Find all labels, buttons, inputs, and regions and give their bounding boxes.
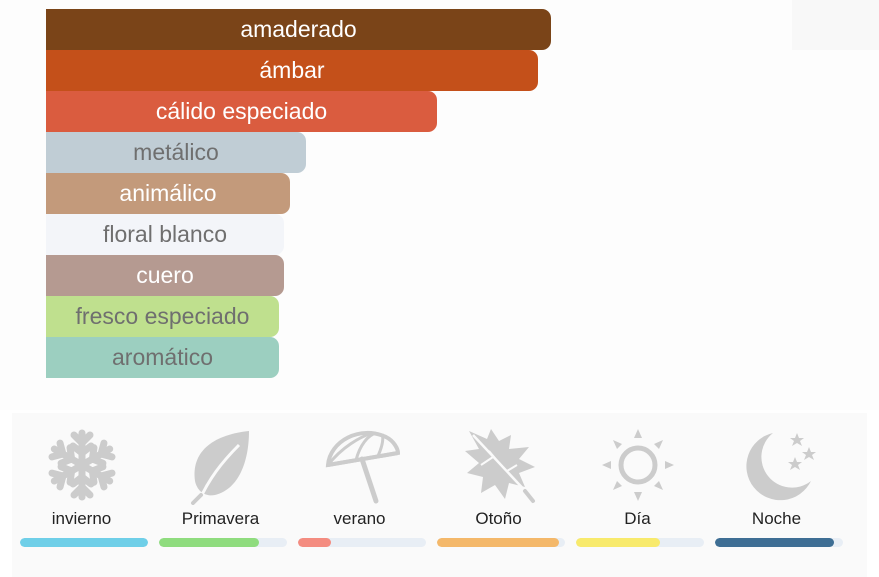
accords-chart: amaderado ámbar cálido especiado metálic… <box>46 0 879 378</box>
season-label: Otoño <box>475 509 522 528</box>
season-meter-track <box>159 538 287 547</box>
leaf-icon <box>151 425 290 505</box>
accord-bar-cuero[interactable]: cuero <box>46 255 284 296</box>
season-meter-fill <box>20 538 148 547</box>
season-label: Noche <box>751 509 802 528</box>
season-day[interactable]: Día <box>568 413 707 577</box>
accord-bar-aromatico[interactable]: aromático <box>46 337 279 378</box>
season-label: Primavera <box>181 509 260 528</box>
accord-bar-ambar[interactable]: ámbar <box>46 50 538 91</box>
season-meter-track <box>20 538 148 547</box>
snowflake-icon <box>12 425 151 505</box>
season-label: invierno <box>51 509 112 528</box>
season-meter-fill <box>715 538 835 547</box>
moon-stars-icon <box>707 425 846 505</box>
season-label: Día <box>624 509 651 528</box>
season-summer[interactable]: verano <box>290 413 429 577</box>
season-panel: invierno Primavera verano <box>12 413 867 577</box>
season-meter-track <box>298 538 426 547</box>
season-meter-fill <box>159 538 259 547</box>
corner-panel <box>792 0 879 50</box>
season-meter-track <box>576 538 704 547</box>
accord-bar-animalico[interactable]: animálico <box>46 173 290 214</box>
season-meter-fill <box>437 538 559 547</box>
season-spring[interactable]: Primavera <box>151 413 290 577</box>
season-winter[interactable]: invierno <box>12 413 151 577</box>
accord-bar-calido-especiado[interactable]: cálido especiado <box>46 91 437 132</box>
season-night[interactable]: Noche <box>707 413 846 577</box>
season-meter-fill <box>298 538 332 547</box>
umbrella-icon <box>290 425 429 505</box>
season-meter-track <box>437 538 565 547</box>
accord-bar-amaderado[interactable]: amaderado <box>46 9 551 50</box>
season-label: verano <box>333 509 386 528</box>
sun-icon <box>568 425 707 505</box>
season-meter-track <box>715 538 843 547</box>
accord-bar-metalico[interactable]: metálico <box>46 132 306 173</box>
accord-bar-floral-blanco[interactable]: floral blanco <box>46 214 284 255</box>
season-autumn[interactable]: Otoño <box>429 413 568 577</box>
accord-bar-fresco-especiado[interactable]: fresco especiado <box>46 296 279 337</box>
maple-leaf-icon <box>429 425 568 505</box>
season-meter-fill <box>576 538 661 547</box>
